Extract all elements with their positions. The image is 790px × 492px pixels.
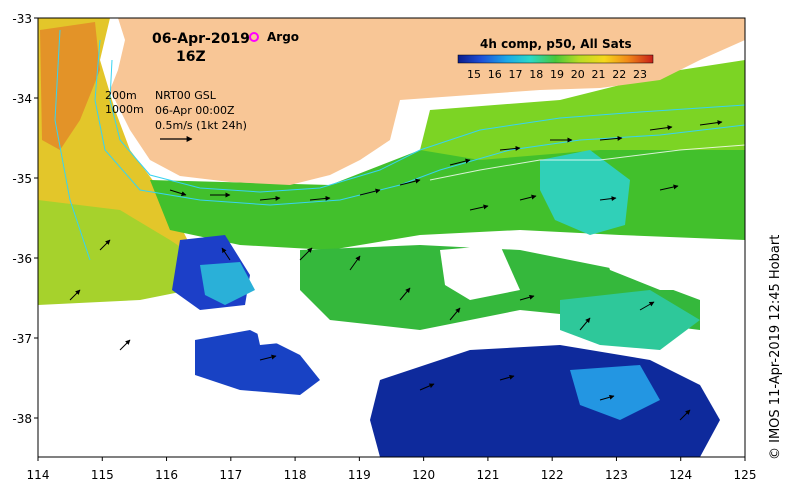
lon-tick-label: 121 bbox=[476, 468, 499, 482]
cloud-gap-1 bbox=[250, 295, 310, 345]
colorbar-tick-label: 15 bbox=[467, 68, 481, 81]
colorbar-tick-label: 19 bbox=[550, 68, 564, 81]
lon-tick-label: 115 bbox=[91, 468, 114, 482]
lat-tick-label: -38 bbox=[12, 412, 32, 426]
lon-tick-label: 119 bbox=[348, 468, 371, 482]
lon-tick-label: 120 bbox=[412, 468, 435, 482]
lon-tick-label: 123 bbox=[605, 468, 628, 482]
lon-tick-label: 117 bbox=[219, 468, 242, 482]
lon-tick-label: 116 bbox=[155, 468, 178, 482]
lat-tick-label: -34 bbox=[12, 92, 32, 106]
isobath-white bbox=[429, 144, 745, 181]
lat-tick-label: -33 bbox=[12, 12, 32, 26]
depth-label-200m: 200m bbox=[105, 89, 137, 102]
lon-tick-label: 125 bbox=[734, 468, 757, 482]
sst-cyan-south bbox=[570, 365, 660, 420]
colorbar-tick-label: 20 bbox=[571, 68, 585, 81]
lon-tick-label: 118 bbox=[284, 468, 307, 482]
argo-legend: Argo bbox=[249, 30, 299, 44]
sst-cyan-west bbox=[200, 262, 255, 305]
lat-tick-label: -35 bbox=[12, 172, 32, 186]
cloud-gap-2 bbox=[40, 320, 180, 400]
cloud-gap-3 bbox=[600, 240, 745, 290]
depth-label-1000m: 1000m bbox=[105, 103, 144, 116]
argo-marker-icon bbox=[249, 32, 259, 42]
map-time: 16Z bbox=[176, 49, 206, 65]
cloud-gap-5 bbox=[38, 410, 180, 457]
map-date: 06-Apr-2019 bbox=[152, 31, 250, 47]
colorbar-tick-label: 16 bbox=[488, 68, 502, 81]
current-vectors bbox=[69, 120, 723, 421]
isobath-200m bbox=[109, 59, 745, 193]
cloud-gap-6 bbox=[440, 245, 520, 300]
isobath-1000m-b bbox=[54, 29, 91, 261]
lon-tick-label: 122 bbox=[541, 468, 564, 482]
lon-tick-label: 124 bbox=[669, 468, 692, 482]
colorbar-tick-label: 22 bbox=[612, 68, 626, 81]
sst-green-southeast bbox=[560, 290, 700, 350]
current-source: NRT00 GSL bbox=[155, 89, 217, 102]
colorbar-ticks: 15 16 17 18 19 20 21 22 23 bbox=[467, 68, 647, 81]
lat-tick-label: -37 bbox=[12, 332, 32, 346]
sst-field bbox=[38, 18, 745, 457]
colorbar-tick-label: 23 bbox=[633, 68, 647, 81]
plot-frame bbox=[37, 17, 746, 458]
lon-tick-label: 114 bbox=[27, 468, 50, 482]
sst-teal-eddy bbox=[540, 150, 630, 235]
sst-blue-south-west bbox=[195, 330, 320, 395]
isobath-1000m bbox=[94, 39, 745, 206]
colorbar-title: 4h comp, p50, All Sats bbox=[480, 37, 632, 51]
colorbar bbox=[457, 54, 654, 64]
colorbar-tick-label: 18 bbox=[529, 68, 543, 81]
colorbar-tick-label: 21 bbox=[592, 68, 606, 81]
lat-tick-label: -36 bbox=[12, 252, 32, 266]
lat-axis: -33 -34 -35 -36 -37 -38 bbox=[12, 12, 38, 426]
credit-text: © IMOS 11-Apr-2019 12:45 Hobart bbox=[768, 234, 783, 460]
cloud-gap-4 bbox=[720, 300, 745, 457]
colorbar-tick-label: 17 bbox=[509, 68, 523, 81]
argo-label: Argo bbox=[267, 30, 299, 44]
scale-label: 0.5m/s (1kt 24h) bbox=[155, 119, 247, 132]
current-date: 06-Apr 00:00Z bbox=[155, 104, 235, 117]
lon-axis: 114 115 116 117 118 119 120 121 122 123 124 125 bbox=[27, 457, 757, 482]
